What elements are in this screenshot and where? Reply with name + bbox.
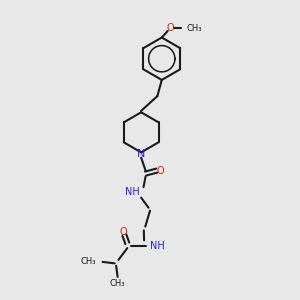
Text: CH₃: CH₃ [187,24,202,33]
Text: O: O [166,23,174,33]
Text: O: O [157,166,164,176]
Text: O: O [120,226,127,237]
Text: NH: NH [150,241,165,251]
Text: N: N [137,149,146,159]
Text: CH₃: CH₃ [80,257,95,266]
Text: NH: NH [125,188,140,197]
Text: CH₃: CH₃ [110,279,125,288]
